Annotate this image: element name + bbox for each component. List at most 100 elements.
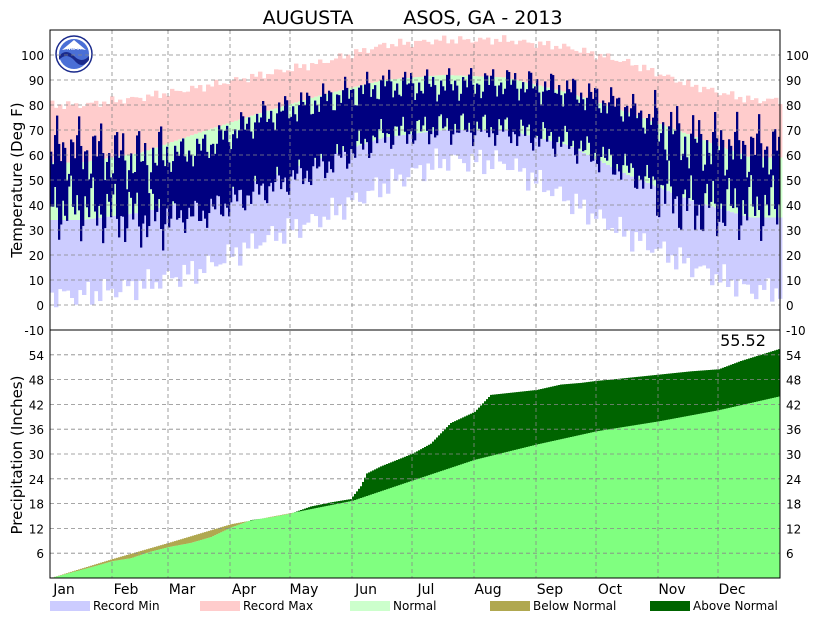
- normal-precip-bar: [360, 498, 363, 578]
- observed-temp-bar: [82, 169, 85, 226]
- record-max-bar: [394, 46, 399, 79]
- normal-precip-bar: [660, 420, 663, 578]
- above-normal-bar: [738, 361, 741, 406]
- below-normal-bar: [240, 522, 243, 524]
- observed-temp-bar: [308, 95, 311, 182]
- observed-temp-bar: [100, 123, 103, 215]
- observed-temp-bar: [388, 69, 391, 135]
- below-normal-bar: [132, 553, 135, 558]
- observed-temp-bar: [364, 84, 367, 139]
- above-normal-bar: [496, 394, 499, 455]
- observed-temp-bar: [84, 151, 87, 197]
- record-max-bar: [398, 38, 403, 79]
- normal-precip-bar: [88, 567, 91, 578]
- observed-temp-bar: [548, 89, 551, 136]
- record-max-bar: [170, 88, 175, 143]
- normal-precip-bar: [572, 436, 575, 578]
- observed-temp-bar: [614, 106, 617, 175]
- above-normal-bar: [382, 465, 385, 491]
- observed-temp-bar: [52, 164, 55, 207]
- above-normal-bar: [590, 381, 593, 433]
- record-min-bar: [550, 141, 555, 197]
- observed-temp-bar: [648, 113, 651, 178]
- record-min-bar: [542, 139, 547, 193]
- observed-temp-bar: [544, 81, 547, 129]
- normal-precip-bar: [746, 403, 749, 578]
- record-min-bar: [754, 217, 759, 300]
- record-max-bar: [202, 91, 207, 132]
- observed-temp-bar: [770, 169, 773, 188]
- above-normal-bar: [716, 369, 719, 411]
- above-normal-bar: [746, 359, 749, 404]
- normal-precip-bar: [132, 557, 135, 578]
- record-max-bar: [106, 103, 111, 159]
- above-normal-bar: [704, 370, 707, 413]
- above-normal-bar: [754, 356, 757, 403]
- record-max-bar: [454, 43, 459, 76]
- observed-temp-bar: [448, 68, 451, 131]
- record-min-bar: [130, 213, 135, 282]
- below-normal-bar: [236, 523, 239, 526]
- above-normal-bar: [768, 352, 771, 399]
- normal-precip-bar: [172, 546, 175, 578]
- above-normal-bar: [760, 354, 763, 401]
- normal-precip-bar: [658, 421, 661, 578]
- above-normal-bar: [492, 394, 495, 456]
- normal-precip-bar: [166, 547, 169, 578]
- normal-precip-bar: [186, 543, 189, 578]
- above-normal-bar: [432, 441, 435, 474]
- above-normal-bar: [462, 417, 465, 464]
- plot-frame: [49, 29, 781, 579]
- record-max-bar: [582, 47, 587, 98]
- normal-precip-bar: [678, 417, 681, 578]
- observed-temp-bar: [284, 96, 287, 178]
- observed-temp-bar: [328, 90, 331, 162]
- legend-swatch: [350, 601, 390, 611]
- above-normal-bar: [698, 370, 701, 414]
- observed-temp-bar: [684, 136, 687, 190]
- normal-precip-bar: [770, 398, 773, 578]
- observed-temp-bar: [352, 89, 355, 154]
- record-min-bar: [218, 191, 223, 265]
- below-normal-bar: [72, 571, 75, 573]
- observed-temp-bar: [370, 96, 373, 153]
- normal-precip-bar: [452, 467, 455, 578]
- observed-temp-bar: [120, 150, 123, 217]
- record-min-bar: [682, 197, 687, 264]
- observed-temp-bar: [738, 140, 741, 240]
- observed-temp-bar: [640, 110, 643, 180]
- observed-temp-bar: [774, 129, 777, 210]
- precipitation-tick-label-left: 24: [29, 473, 44, 487]
- normal-precip-bar: [530, 445, 533, 578]
- normal-precip-bar: [614, 428, 617, 578]
- above-normal-bar: [392, 461, 395, 488]
- above-normal-bar: [710, 369, 713, 412]
- record-min-bar: [414, 133, 419, 169]
- record-max-bar: [234, 77, 239, 121]
- normal-precip-bar: [226, 529, 229, 578]
- observed-temp-bar: [118, 157, 121, 238]
- record-max-bar: [134, 97, 139, 154]
- observed-temp-bar: [732, 159, 735, 209]
- normal-precip-bar: [480, 458, 483, 578]
- normal-precip-bar: [726, 408, 729, 578]
- observed-temp-bar: [234, 129, 237, 195]
- normal-precip-bar: [558, 439, 561, 578]
- observed-temp-bar: [750, 136, 753, 176]
- normal-precip-bar: [170, 546, 173, 578]
- normal-precip-bar: [396, 485, 399, 578]
- record-max-bar: [254, 76, 259, 115]
- above-normal-bar: [356, 491, 359, 500]
- normal-precip-bar: [466, 462, 469, 578]
- record-max-bar: [382, 42, 387, 80]
- normal-precip-bar: [704, 412, 707, 578]
- record-min-bar: [698, 202, 703, 267]
- record-min-bar: [54, 220, 59, 308]
- observed-temp-bar: [150, 172, 153, 190]
- observed-temp-bar: [458, 100, 461, 133]
- month-tick-label: Jun: [354, 582, 377, 598]
- normal-precip-bar: [252, 520, 255, 578]
- observed-temp-bar: [252, 138, 255, 192]
- record-max-bar: [154, 90, 159, 148]
- normal-precip-bar: [776, 397, 779, 578]
